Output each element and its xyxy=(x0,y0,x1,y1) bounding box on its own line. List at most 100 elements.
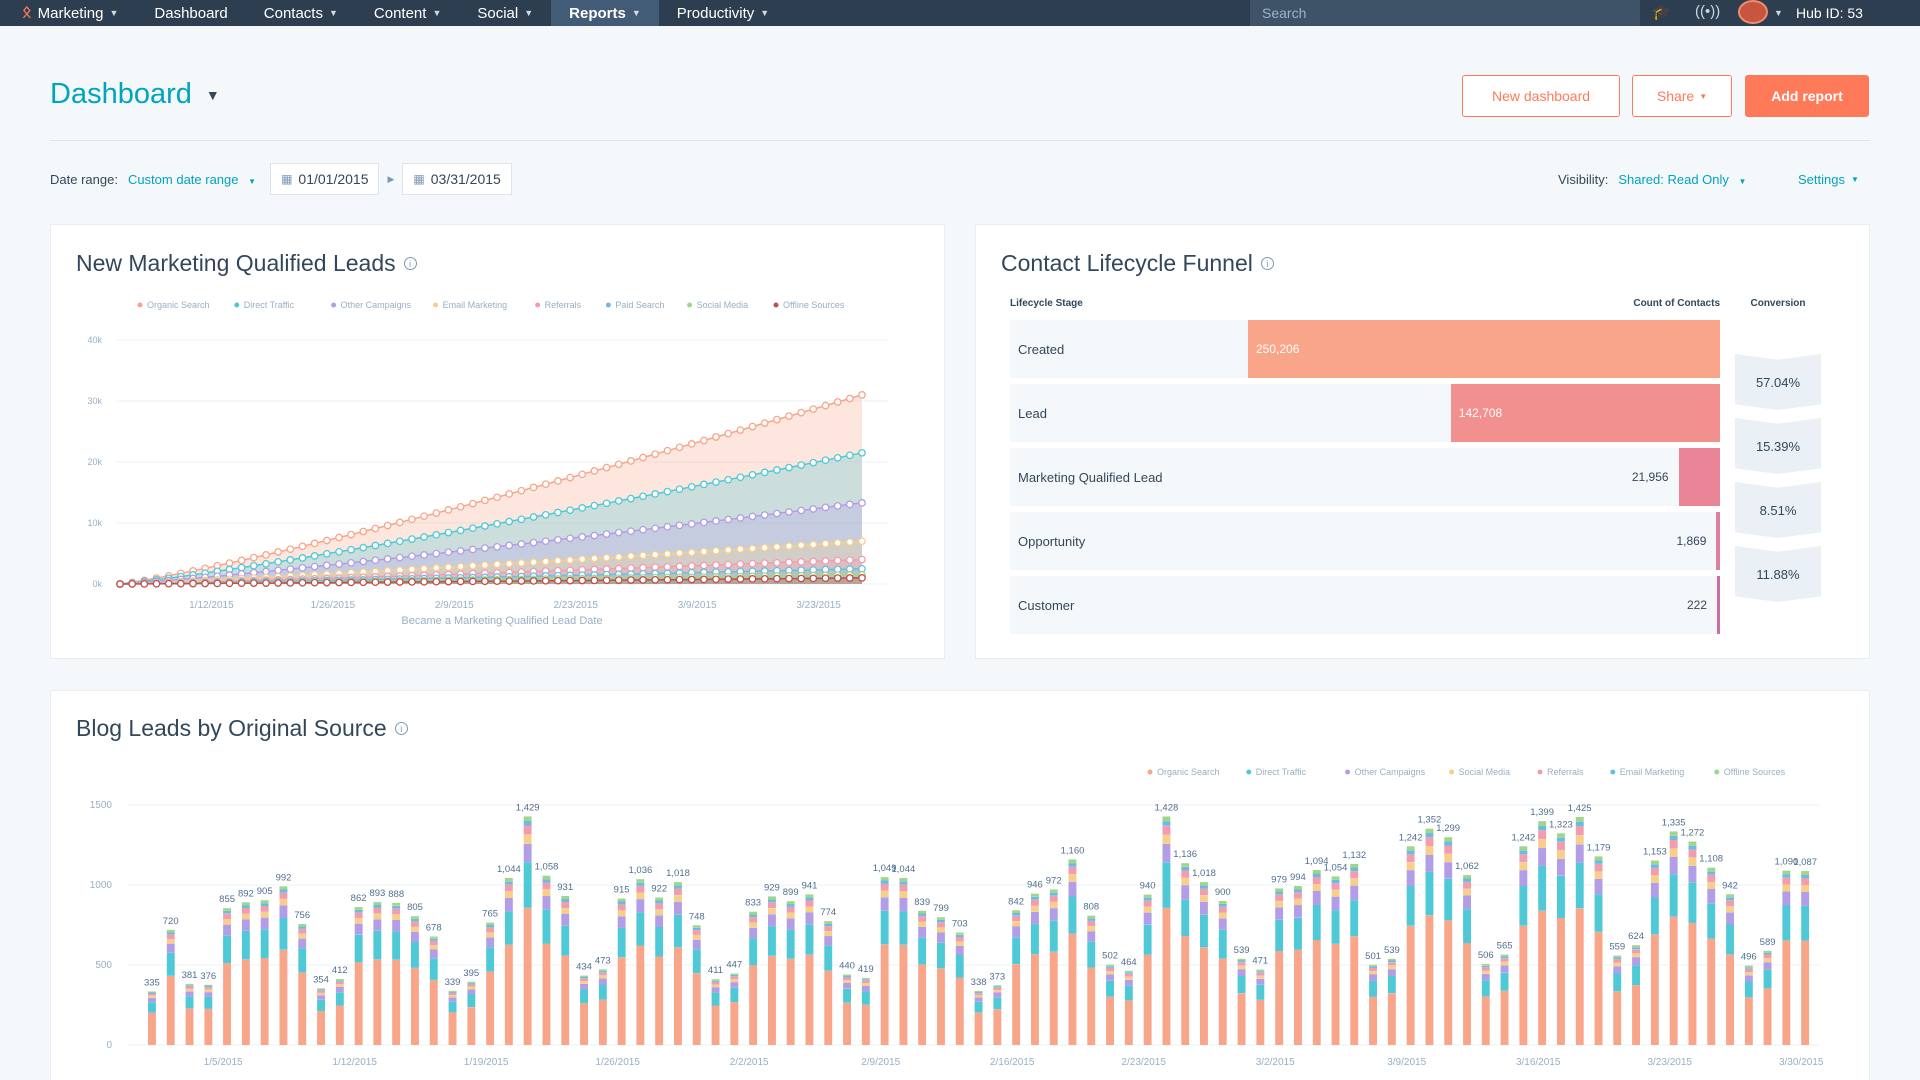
bar-segment[interactable] xyxy=(241,902,250,906)
data-point[interactable] xyxy=(797,506,806,515)
bar-segment[interactable] xyxy=(561,925,570,956)
bar-segment[interactable] xyxy=(1726,897,1734,901)
data-point[interactable] xyxy=(201,579,209,588)
bar-segment[interactable] xyxy=(617,957,626,1045)
bar-segment[interactable] xyxy=(1425,915,1434,1045)
data-point[interactable] xyxy=(529,577,538,585)
data-point[interactable] xyxy=(554,508,562,517)
bar-segment[interactable] xyxy=(843,988,851,1003)
data-point[interactable] xyxy=(809,405,818,413)
bar-segment[interactable] xyxy=(204,986,213,988)
bar-segment[interactable] xyxy=(298,926,307,929)
bar-segment[interactable] xyxy=(861,980,870,984)
bar-segment[interactable] xyxy=(1801,940,1810,1045)
bar-segment[interactable] xyxy=(1237,993,1246,1045)
data-point[interactable] xyxy=(845,538,854,546)
bar-segment[interactable] xyxy=(692,930,701,935)
bar-segment[interactable] xyxy=(1688,857,1697,866)
bar-segment[interactable] xyxy=(1782,870,1791,875)
data-point[interactable] xyxy=(310,539,319,548)
data-point[interactable] xyxy=(821,401,830,410)
data-point[interactable] xyxy=(444,528,453,537)
bar-segment[interactable] xyxy=(204,989,213,993)
data-point[interactable] xyxy=(249,579,258,587)
data-point[interactable] xyxy=(736,514,745,522)
bar-segment[interactable] xyxy=(542,889,551,897)
bar-segment[interactable] xyxy=(768,902,776,909)
bar-segment[interactable] xyxy=(185,988,194,992)
bar-segment[interactable] xyxy=(1031,896,1039,900)
bar-segment[interactable] xyxy=(843,974,851,976)
bar-segment[interactable] xyxy=(598,999,607,1045)
legend-item[interactable]: Social Media xyxy=(687,300,748,310)
bar-segment[interactable] xyxy=(1726,912,1734,925)
bar-segment[interactable] xyxy=(1331,910,1340,944)
bar-segment[interactable] xyxy=(598,984,607,1000)
bar-segment[interactable] xyxy=(1594,931,1603,1045)
bar-segment[interactable] xyxy=(335,981,344,985)
bar-segment[interactable] xyxy=(580,1003,588,1045)
bar-segment[interactable] xyxy=(1049,889,1058,893)
bar-segment[interactable] xyxy=(1256,971,1265,973)
bar-segment[interactable] xyxy=(1068,866,1077,875)
bar-segment[interactable] xyxy=(805,897,814,901)
bar-segment[interactable] xyxy=(429,938,438,941)
bar-segment[interactable] xyxy=(335,987,344,993)
bar-segment[interactable] xyxy=(448,995,457,998)
bar-segment[interactable] xyxy=(899,898,908,912)
nav-brand[interactable]: ᛟ Marketing ▼ xyxy=(0,0,136,26)
info-icon[interactable]: i xyxy=(1260,257,1274,270)
bar-segment[interactable] xyxy=(448,1001,457,1013)
data-point[interactable] xyxy=(225,559,234,567)
bar-segment[interactable] xyxy=(1200,947,1208,1045)
bar-segment[interactable] xyxy=(1519,925,1528,1045)
info-icon[interactable]: i xyxy=(394,722,408,735)
bar-segment[interactable] xyxy=(580,978,588,982)
bar-segment[interactable] xyxy=(1463,943,1471,1045)
data-point[interactable] xyxy=(614,460,623,469)
bar-segment[interactable] xyxy=(1444,853,1453,863)
data-point[interactable] xyxy=(858,564,866,573)
bar-segment[interactable] xyxy=(561,913,570,926)
data-point[interactable] xyxy=(858,555,866,564)
date-range-dropdown[interactable]: Custom date range ▼ xyxy=(128,172,256,187)
bar-segment[interactable] xyxy=(1012,910,1021,913)
data-point[interactable] xyxy=(213,579,222,588)
data-point[interactable] xyxy=(456,577,465,586)
bar-segment[interactable] xyxy=(373,913,382,920)
bar-segment[interactable] xyxy=(1575,844,1584,863)
bar-segment[interactable] xyxy=(1557,841,1565,851)
data-point[interactable] xyxy=(481,577,489,586)
data-point[interactable] xyxy=(310,578,319,587)
data-point[interactable] xyxy=(700,547,708,556)
bar-segment[interactable] xyxy=(561,899,570,902)
bar-segment[interactable] xyxy=(1350,867,1359,872)
bar-segment[interactable] xyxy=(1162,907,1171,1045)
bar-segment[interactable] xyxy=(1632,957,1640,966)
bar-segment[interactable] xyxy=(1312,884,1321,891)
bar-segment[interactable] xyxy=(1707,938,1716,1045)
bar-segment[interactable] xyxy=(561,896,570,899)
bar-segment[interactable] xyxy=(185,991,194,997)
bar-segment[interactable] xyxy=(711,980,720,982)
data-point[interactable] xyxy=(748,575,757,583)
nav-item-contacts[interactable]: Contacts ▼ xyxy=(246,0,356,26)
bar-segment[interactable] xyxy=(1463,909,1471,944)
bar-segment[interactable] xyxy=(1707,871,1716,875)
bar-segment[interactable] xyxy=(1782,891,1791,906)
bar-segment[interactable] xyxy=(843,980,851,983)
bar-segment[interactable] xyxy=(1387,960,1396,963)
bar-segment[interactable] xyxy=(1387,965,1396,970)
bar-segment[interactable] xyxy=(354,909,363,913)
bar-segment[interactable] xyxy=(486,937,495,948)
bar-segment[interactable] xyxy=(1294,898,1302,906)
bar-segment[interactable] xyxy=(1613,962,1622,967)
data-point[interactable] xyxy=(408,515,416,524)
bar-segment[interactable] xyxy=(448,997,457,1002)
bar-segment[interactable] xyxy=(1481,996,1490,1045)
bar-segment[interactable] xyxy=(1369,996,1377,1045)
bar-segment[interactable] xyxy=(824,931,833,937)
data-point[interactable] xyxy=(371,541,380,550)
bar-segment[interactable] xyxy=(523,843,532,863)
data-point[interactable] xyxy=(408,578,416,586)
